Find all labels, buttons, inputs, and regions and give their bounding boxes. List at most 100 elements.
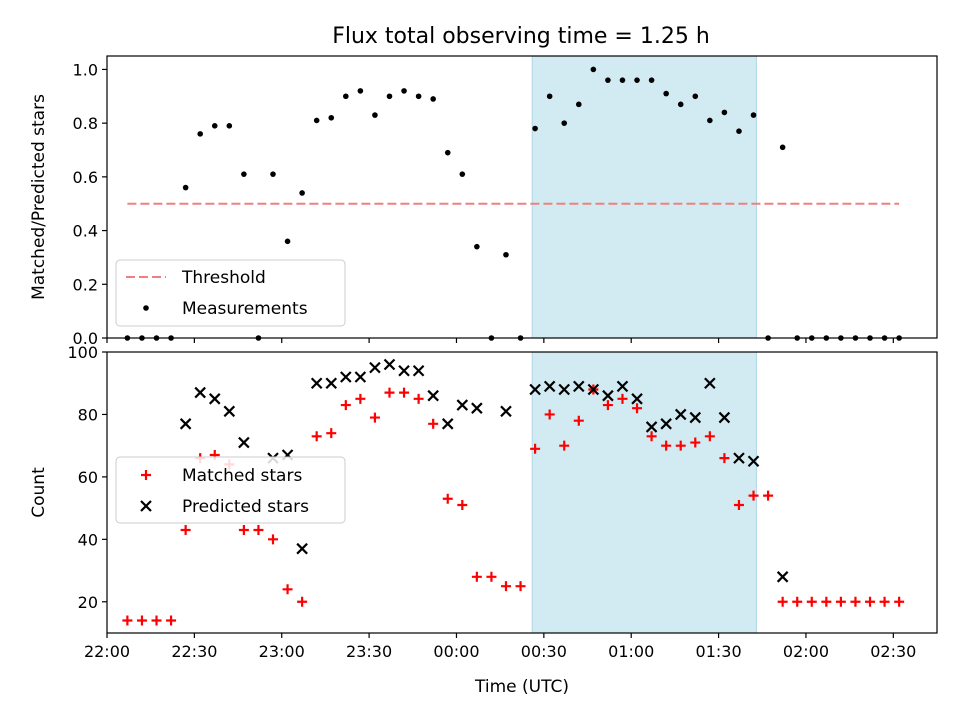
matched-point: [573, 415, 584, 426]
matched-point: [515, 581, 526, 592]
matched-point: [704, 431, 715, 442]
y-tick-label: 0.2: [73, 275, 98, 294]
measurement-point: [779, 144, 786, 151]
y-tick-label: 0.8: [73, 114, 98, 133]
x-tick-label: 00:30: [521, 642, 567, 661]
measurement-point: [707, 117, 713, 124]
matched-point: [428, 418, 439, 429]
y-tick-label: 100: [67, 343, 98, 362]
matched-point: [340, 400, 351, 411]
measurement-point: [270, 171, 276, 177]
x-tick-label: 23:30: [346, 642, 392, 661]
measurement-point: [736, 128, 742, 134]
matched-point: [268, 534, 278, 545]
y-tick-label: 80: [78, 405, 98, 424]
measurement-point: [313, 117, 320, 124]
matched-point: [661, 440, 672, 451]
matched-point: [180, 524, 191, 535]
predicted-point: [325, 377, 338, 389]
predicted-point: [543, 380, 556, 393]
matched-point: [297, 596, 308, 607]
predicted-point: [208, 393, 221, 405]
predicted-point: [441, 418, 454, 430]
matched-point: [544, 409, 555, 420]
matched-point: [326, 428, 337, 439]
measurement-point: [605, 77, 611, 83]
predicted-point: [456, 399, 469, 411]
matched-point: [865, 596, 876, 607]
measurement-point: [663, 90, 669, 97]
matched-point: [675, 440, 686, 451]
y-tick-label: 1.0: [73, 60, 98, 79]
matched-point: [399, 387, 410, 398]
predicted-point: [616, 380, 629, 393]
predicted-point: [296, 542, 308, 555]
matched-point: [733, 499, 744, 510]
predicted-point: [645, 421, 658, 433]
predicted-point: [674, 408, 687, 421]
predicted-point: [427, 389, 439, 402]
x-tick-label: 00:00: [433, 642, 479, 661]
measurement-point: [459, 171, 466, 177]
y-axis-label: Count: [29, 467, 49, 518]
measurement-point: [182, 184, 189, 191]
series-dot: [124, 66, 902, 341]
measurement-point: [634, 77, 640, 83]
count-panel: 20 40 60 80 100 22:00 22:30 23:00 23:30 00:00 00:3…: [29, 343, 938, 697]
predicted-point: [340, 371, 352, 383]
matched-point: [311, 431, 322, 442]
measurement-point: [648, 77, 655, 83]
x-tick-label: 02:30: [870, 642, 916, 661]
matched-point: [894, 596, 905, 607]
matched-point: [413, 393, 424, 404]
predicted-point: [558, 383, 571, 396]
legend-box: [115, 456, 346, 524]
measurement-point: [474, 243, 480, 250]
matched-point: [166, 615, 177, 626]
matched-point: [748, 490, 759, 501]
measurement-point: [401, 88, 407, 94]
matched-point: [632, 403, 643, 414]
predicted-point: [310, 377, 323, 389]
matched-point: [471, 571, 482, 582]
legend-measurements-swatch: [143, 305, 149, 311]
predicted-point: [602, 389, 614, 402]
plot-frame: [106, 351, 938, 634]
y-tick-label: 20: [78, 593, 98, 612]
measurement-point: [284, 238, 291, 245]
matched-point: [646, 431, 657, 442]
predicted-point: [587, 383, 600, 396]
predicted-point: [529, 383, 541, 396]
matched-point: [355, 393, 366, 404]
measurement-point: [226, 123, 233, 129]
highlight-span: [531, 351, 757, 634]
matched-point: [821, 596, 832, 607]
measurement-point: [677, 101, 684, 108]
measurement-point: [619, 77, 626, 83]
predicted-point: [660, 418, 672, 430]
x-tick-label: 01:00: [608, 642, 654, 661]
matched-point: [238, 524, 249, 535]
measurement-point: [197, 131, 203, 137]
predicted-point: [369, 361, 381, 374]
matched-point: [282, 584, 293, 595]
series-plus: [122, 384, 905, 626]
legend-matched-label: Matched stars: [182, 466, 302, 486]
predicted-point: [194, 386, 206, 399]
y-tick-label: 0.0: [73, 329, 98, 348]
ratio-panel: 0.0 0.2 0.4 0.6 0.8 1.0 Matched/Predicted star…: [29, 55, 938, 348]
measurement-point: [721, 109, 728, 116]
measurement-point: [546, 93, 553, 100]
predicted-point: [689, 411, 702, 424]
matched-point: [457, 499, 468, 510]
matched-point: [369, 412, 380, 423]
x-tick-label: 23:00: [259, 642, 305, 661]
matched-point: [559, 440, 570, 451]
measurement-point: [750, 112, 757, 118]
y-tick-label: 60: [78, 468, 98, 487]
plot-frame: [106, 55, 938, 339]
predicted-point: [412, 364, 425, 377]
predicted-point: [238, 436, 250, 449]
matched-point: [530, 443, 541, 454]
x-axis-label: Time (UTC): [474, 677, 569, 697]
